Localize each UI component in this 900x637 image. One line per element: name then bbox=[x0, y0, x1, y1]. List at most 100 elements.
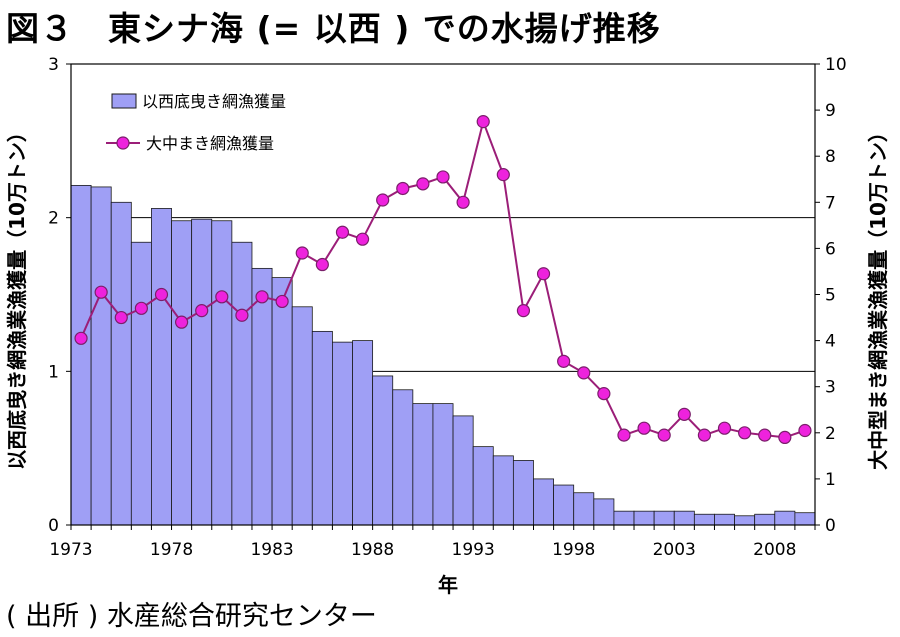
data-point bbox=[577, 366, 591, 380]
data-point bbox=[536, 267, 551, 281]
bar bbox=[392, 389, 414, 526]
y-axis-left-title: 以西底曳き網漁業漁獲量（10万トン） bbox=[5, 122, 29, 470]
data-point bbox=[215, 290, 229, 304]
legend-swatch-marker bbox=[116, 136, 130, 150]
data-point bbox=[335, 225, 350, 239]
y-left-tick-label: 0 bbox=[48, 516, 59, 536]
x-tick-label: 2008 bbox=[753, 540, 796, 560]
data-point bbox=[677, 407, 691, 421]
data-point bbox=[436, 170, 450, 184]
bar bbox=[653, 510, 675, 526]
line-series bbox=[74, 115, 812, 445]
data-point bbox=[376, 193, 390, 207]
bar bbox=[774, 510, 796, 526]
y-right-tick-label: 3 bbox=[825, 378, 836, 398]
data-point bbox=[557, 354, 571, 368]
bar bbox=[714, 513, 735, 526]
data-point bbox=[114, 310, 128, 325]
y-right-tick-label: 5 bbox=[825, 286, 836, 306]
y-right-tick-label: 0 bbox=[825, 516, 836, 536]
bar bbox=[613, 510, 635, 526]
x-tick-label: 1993 bbox=[452, 540, 495, 560]
data-point bbox=[134, 301, 148, 315]
data-point bbox=[516, 304, 531, 318]
data-point bbox=[798, 423, 812, 438]
data-point bbox=[94, 285, 108, 299]
bar bbox=[352, 340, 374, 526]
data-point bbox=[456, 195, 470, 209]
bar bbox=[171, 220, 193, 526]
legend-label-bar: 以西底曳き網漁獲量 bbox=[142, 92, 286, 111]
bar bbox=[251, 267, 273, 526]
bar bbox=[291, 306, 313, 526]
bar-series bbox=[70, 184, 816, 526]
bar bbox=[110, 201, 132, 526]
bar bbox=[492, 455, 514, 526]
y-right-tick-label: 1 bbox=[825, 470, 836, 490]
data-point bbox=[758, 428, 772, 442]
data-point bbox=[195, 304, 209, 318]
y-left-tick-label: 2 bbox=[48, 209, 59, 229]
source-note: ( 出所 ) 水産総合研究センター bbox=[6, 601, 377, 632]
bar bbox=[372, 375, 394, 526]
bar bbox=[311, 330, 333, 526]
bar bbox=[533, 478, 554, 526]
bar bbox=[593, 498, 615, 526]
bar bbox=[70, 184, 92, 526]
y-axis-right-title: 大中型まき網漁業漁獲量（10万トン） bbox=[866, 122, 890, 470]
bar bbox=[754, 513, 776, 526]
bar bbox=[673, 510, 695, 526]
data-point bbox=[355, 232, 370, 246]
y-right-tick-label: 8 bbox=[825, 147, 836, 167]
bar bbox=[633, 510, 655, 526]
x-tick-label: 1973 bbox=[49, 540, 92, 560]
data-point bbox=[295, 246, 309, 260]
bar bbox=[412, 403, 434, 526]
bar bbox=[231, 241, 253, 526]
legend-label-line: 大中まき網漁獲量 bbox=[146, 134, 274, 153]
x-tick-label: 1978 bbox=[150, 540, 193, 560]
data-point bbox=[697, 428, 712, 442]
data-point bbox=[778, 430, 792, 445]
data-point bbox=[154, 287, 169, 302]
bar bbox=[512, 460, 534, 526]
bar bbox=[452, 415, 474, 526]
bar bbox=[432, 403, 454, 526]
y-left-tick-label: 1 bbox=[48, 362, 59, 382]
x-tick-label: 1983 bbox=[250, 540, 293, 560]
bar bbox=[191, 218, 213, 526]
bar bbox=[271, 277, 293, 526]
y-right-tick-label: 2 bbox=[825, 424, 836, 444]
y-right-tick-label: 6 bbox=[825, 239, 836, 259]
y-right-tick-label: 7 bbox=[825, 193, 836, 213]
bar bbox=[90, 186, 112, 526]
data-point bbox=[275, 294, 289, 309]
data-point bbox=[315, 257, 329, 272]
data-point bbox=[717, 421, 732, 435]
bar bbox=[130, 241, 152, 526]
bar bbox=[332, 341, 353, 526]
x-tick-label: 1998 bbox=[552, 540, 595, 560]
data-point bbox=[597, 387, 611, 401]
y-right-tick-label: 10 bbox=[825, 55, 847, 75]
x-tick-label: 2003 bbox=[653, 540, 696, 560]
data-point bbox=[174, 315, 189, 329]
y-right-tick-label: 4 bbox=[825, 332, 836, 352]
bar bbox=[693, 513, 715, 526]
data-point bbox=[255, 290, 269, 304]
data-point bbox=[74, 331, 88, 345]
data-point bbox=[617, 428, 631, 442]
bar bbox=[553, 484, 575, 526]
data-point bbox=[637, 421, 651, 435]
x-tick-label: 1988 bbox=[351, 540, 394, 560]
bar bbox=[734, 515, 756, 526]
bar bbox=[794, 512, 816, 526]
legend-swatch-bar bbox=[111, 93, 137, 109]
axes: 0 1 2 3 0 1 2 3 4 5 6 7 8 9 10 1973 1978 1983 1988 1993 1998… bbox=[48, 55, 846, 560]
data-point bbox=[416, 177, 430, 191]
y-right-tick-label: 9 bbox=[825, 101, 836, 121]
bar bbox=[151, 208, 172, 526]
data-point bbox=[235, 308, 249, 322]
data-point bbox=[738, 426, 752, 440]
